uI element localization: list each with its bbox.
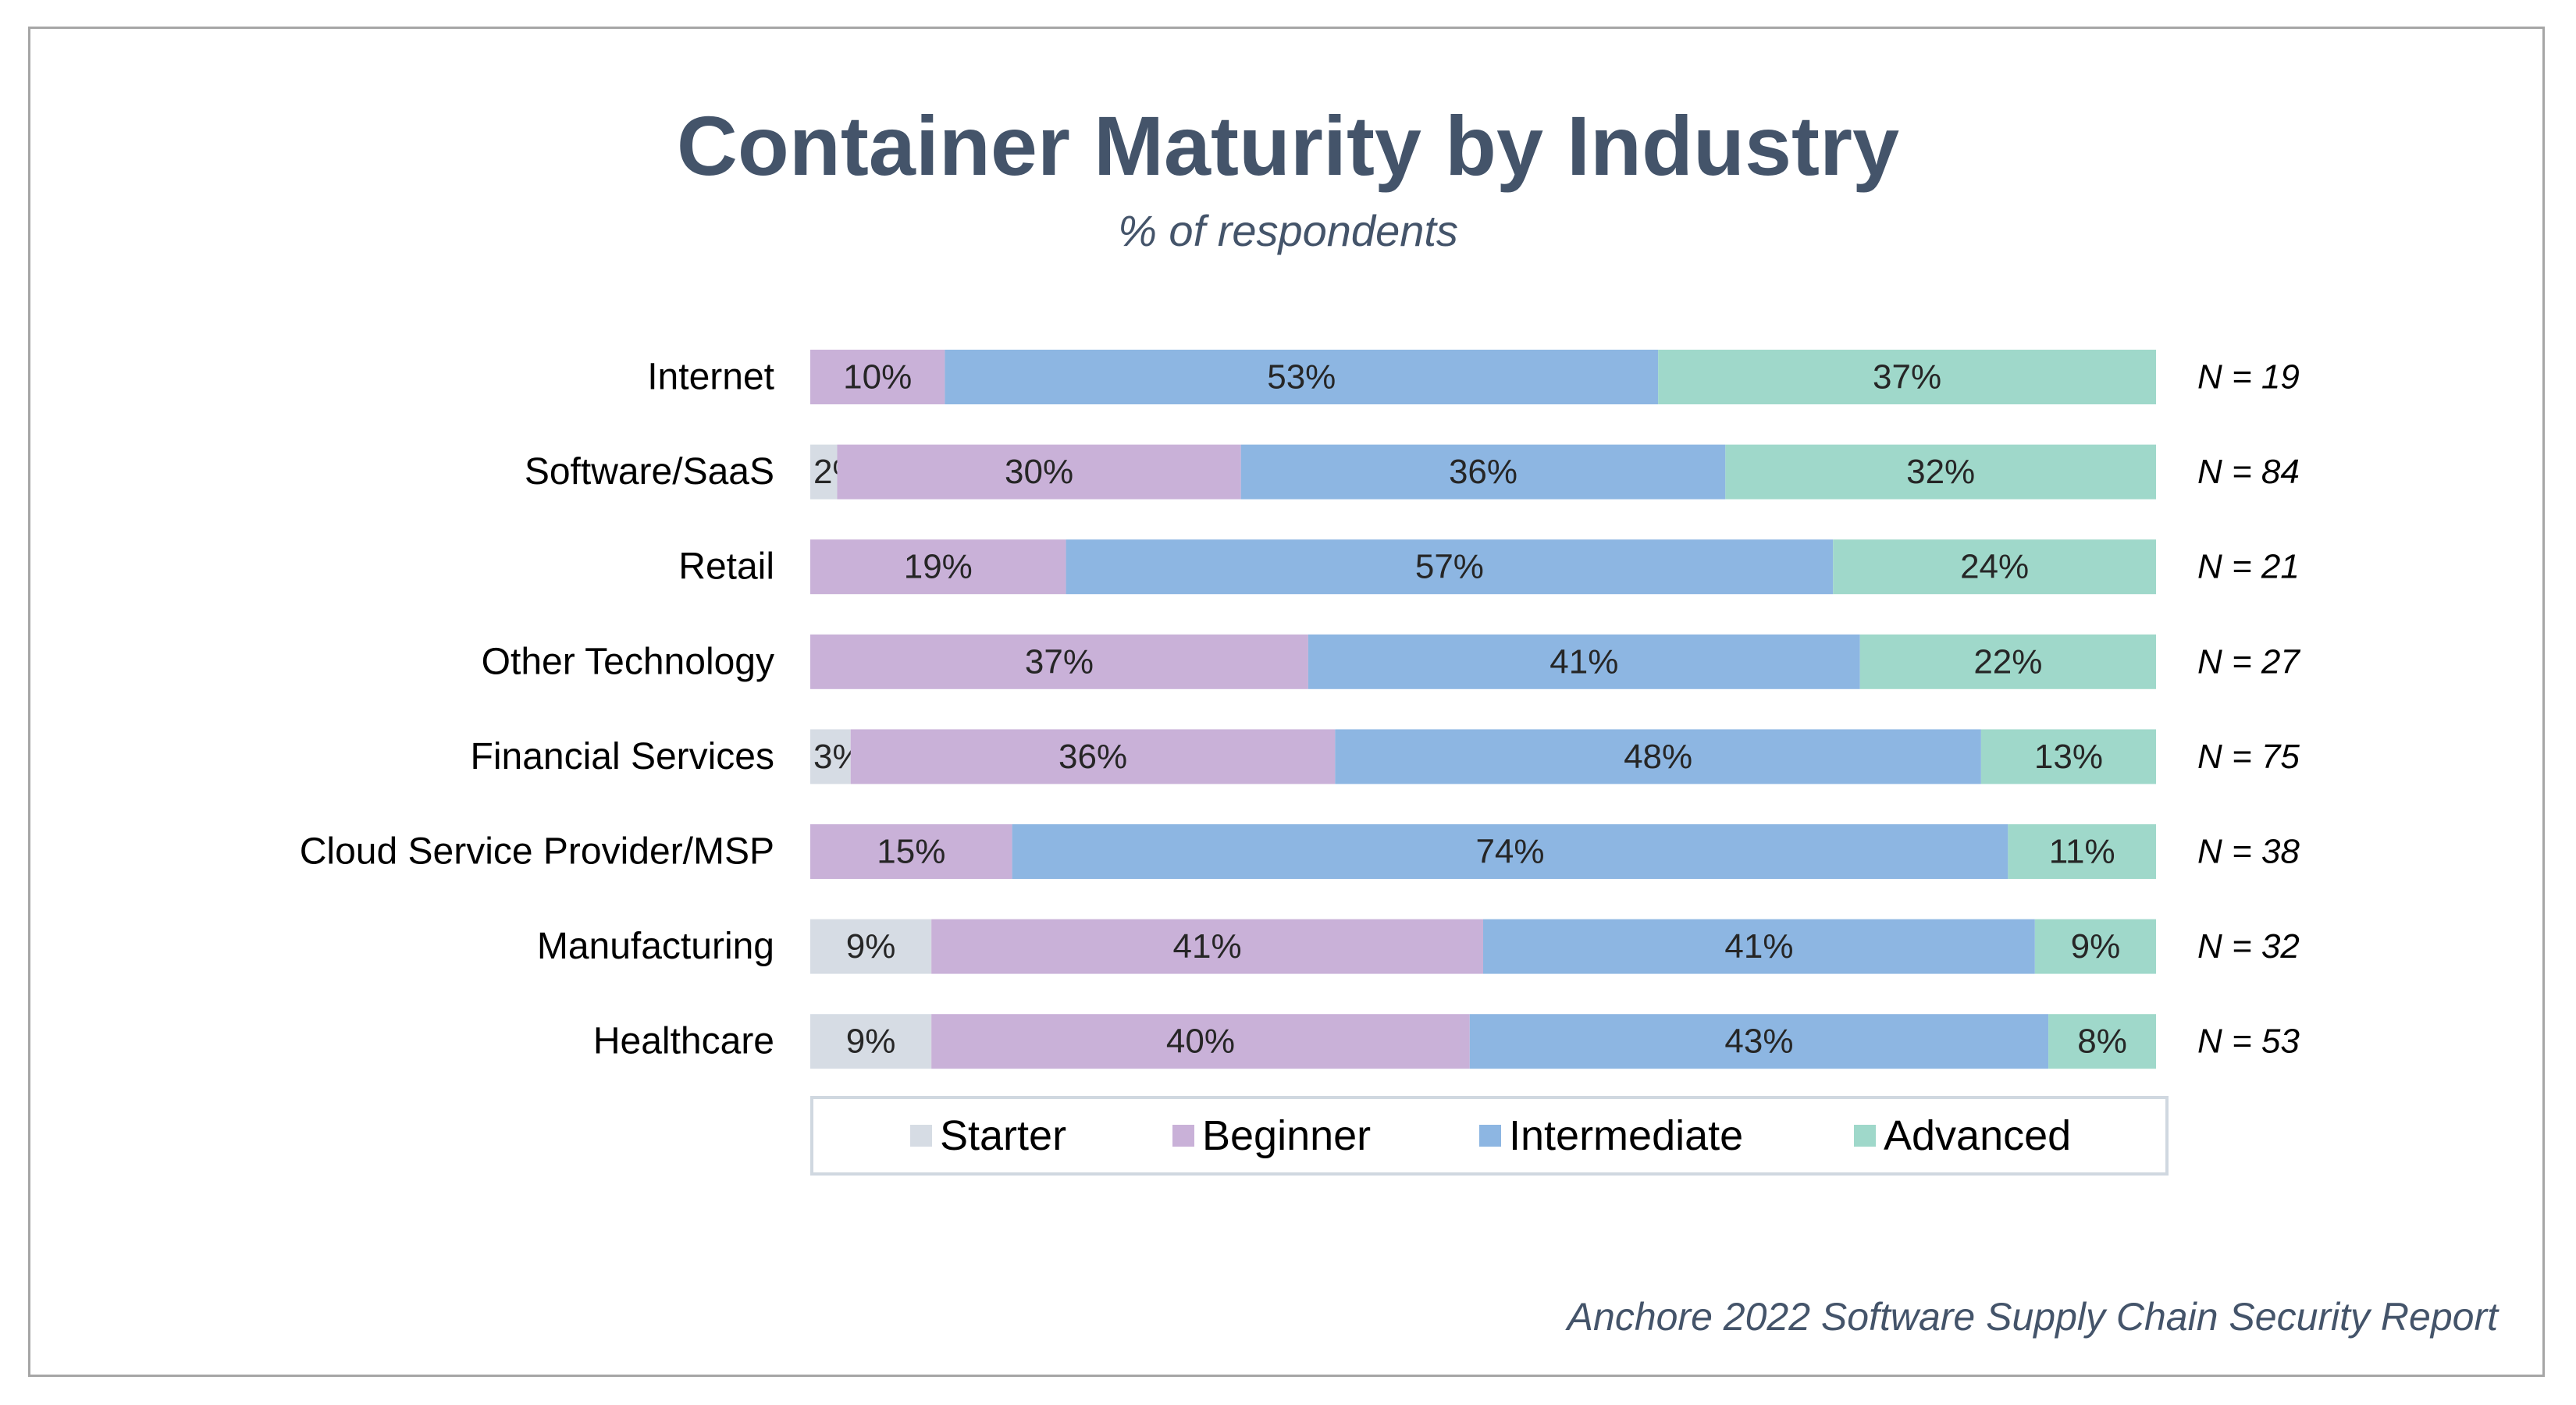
data-label: 13% [2034, 738, 2103, 776]
bar-segment-intermediate [945, 350, 1659, 404]
data-label: 10% [843, 358, 912, 397]
data-label: 41% [1550, 642, 1618, 681]
bar-segment-beginner [810, 634, 1308, 689]
data-label: 36% [1449, 453, 1517, 491]
sample-size-label: N = 32 [2197, 927, 2300, 966]
bar-segment-intermediate [1469, 1014, 2049, 1069]
bar-segment-starter [810, 444, 838, 500]
chart-title: Container Maturity by Industry [676, 98, 1900, 193]
legend-swatch-advanced [1854, 1125, 1876, 1147]
bar-segment-advanced [1658, 350, 2156, 404]
data-label: 30% [1005, 453, 1073, 491]
bar-segment-beginner [850, 729, 1336, 784]
sample-size-label: N = 21 [2197, 548, 2300, 586]
data-label: 41% [1173, 927, 1242, 966]
data-label: 36% [1059, 738, 1127, 776]
chart-subtitle: % of respondents [1118, 206, 1458, 255]
bar-segment-beginner [810, 539, 1066, 595]
bar-segment-advanced [1980, 729, 2156, 784]
legend-label: Starter [940, 1112, 1066, 1159]
legend-box [810, 1096, 2169, 1176]
bar-segment-beginner [810, 350, 945, 404]
sample-size-label: N = 53 [2197, 1023, 2300, 1061]
sample-size-label: N = 75 [2197, 738, 2300, 776]
sample-size-label: N = 84 [2197, 453, 2300, 491]
category-label: Software/SaaS [525, 451, 774, 493]
data-label: 74% [1475, 833, 1544, 871]
bar-segment-beginner [810, 824, 1012, 879]
bar-segment-advanced [1725, 444, 2156, 500]
bar-segment-intermediate [1308, 634, 1860, 689]
legend-swatch-intermediate [1479, 1125, 1501, 1147]
data-label: 43% [1724, 1023, 1793, 1061]
legend-swatch-beginner [1172, 1125, 1194, 1147]
bar-segment-intermediate [1335, 729, 1981, 784]
data-label: 57% [1415, 548, 1484, 586]
data-label: 37% [1025, 642, 1094, 681]
bar-segment-beginner [931, 919, 1483, 974]
bar-segment-intermediate [1240, 444, 1726, 500]
source-note: Anchore 2022 Software Supply Chain Secur… [1567, 1295, 2498, 1339]
data-label: 37% [1873, 358, 1941, 397]
legend-label: Advanced [1884, 1112, 2071, 1159]
bar-segment-starter [810, 919, 932, 974]
data-label: 9% [2071, 927, 2121, 966]
data-label: 9% [846, 927, 896, 966]
legend-label: Intermediate [1509, 1112, 1743, 1159]
category-label: Manufacturing [537, 926, 774, 967]
data-label: 32% [1906, 453, 1975, 491]
bar-segment-starter [810, 1014, 932, 1069]
sample-size-label: N = 27 [2197, 642, 2300, 681]
bar-segment-advanced [2048, 1014, 2156, 1069]
data-label: 9% [846, 1023, 896, 1061]
legend-swatch-starter [910, 1125, 932, 1147]
data-label: 41% [1724, 927, 1793, 966]
sample-size-label: N = 19 [2197, 358, 2300, 397]
category-label: Financial Services [471, 736, 774, 777]
bar-segment-starter [810, 729, 851, 784]
data-label: 8% [2077, 1023, 2127, 1061]
bar-segment-intermediate [1012, 824, 2008, 879]
bar-segment-intermediate [1066, 539, 1834, 595]
bar-segment-advanced [1833, 539, 2156, 595]
data-label: 11% [2049, 833, 2115, 871]
bar-segment-advanced [1859, 634, 2156, 689]
sample-size-label: N = 38 [2197, 833, 2300, 871]
category-label: Retail [678, 546, 774, 588]
data-label: 24% [1960, 548, 2029, 586]
data-label: 53% [1267, 358, 1336, 397]
bar-segment-beginner [837, 444, 1241, 500]
bar-segment-advanced [2008, 824, 2156, 879]
data-label: 19% [904, 548, 973, 586]
category-label: Other Technology [482, 641, 774, 682]
data-label: 22% [1973, 642, 2042, 681]
data-label: 15% [877, 833, 945, 871]
legend-label: Beginner [1202, 1112, 1371, 1159]
data-label: 40% [1166, 1023, 1235, 1061]
category-label: Healthcare [593, 1021, 774, 1062]
bar-segment-beginner [931, 1014, 1470, 1069]
category-label: Internet [647, 357, 774, 398]
bar-segment-advanced [2034, 919, 2156, 974]
category-label: Cloud Service Provider/MSP [300, 831, 774, 873]
bar-segment-intermediate [1483, 919, 2035, 974]
data-label: 48% [1624, 738, 1692, 776]
